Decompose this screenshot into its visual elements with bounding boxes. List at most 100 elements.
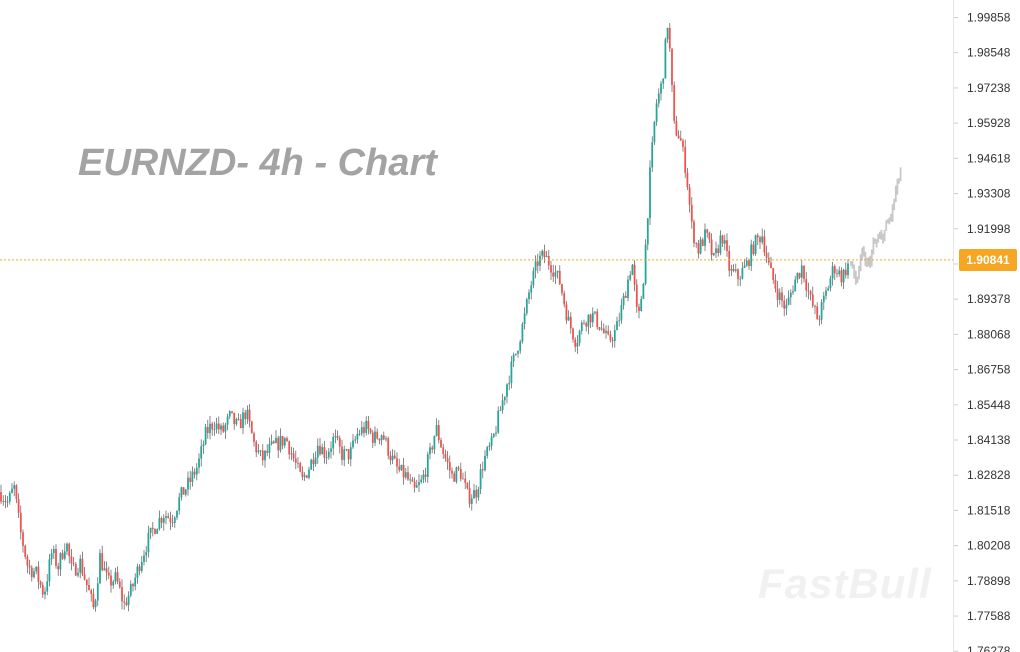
candle-body [77,572,79,576]
candle-body [486,447,489,456]
candle-body [602,328,605,333]
candle-body [178,497,181,511]
forecast-candle [875,239,878,248]
price-tick-label: 1.76278 [967,644,1011,652]
candle-body [154,529,156,534]
price-tick-label: 1.86758 [967,363,1011,377]
candle-body [807,290,810,292]
candle-body [710,239,713,256]
price-axis-border [953,0,954,652]
candle-body [558,270,561,285]
candle-body [704,229,706,246]
price-tick-label: 1.88068 [967,327,1011,341]
price-tick-label: 1.85448 [967,398,1011,412]
candle-body [668,27,671,49]
candle-body [464,478,467,483]
candle-body [468,488,471,504]
candle-body [715,248,717,254]
candle-body [46,581,49,592]
candle-body [92,593,95,608]
forecast-candle [893,198,896,211]
candle-body [343,449,346,460]
candle-body [774,279,777,289]
candle-body [521,324,524,342]
candle-body [721,235,724,244]
price-tick-label: 1.94618 [967,151,1011,165]
candle-body [165,516,167,518]
candle-body [4,501,7,503]
candle-body [37,566,40,582]
forecast-candle [872,237,875,255]
candle-body [536,261,539,266]
candle-body [528,292,530,300]
candle-body [191,471,194,482]
candle-body [378,438,381,441]
candle-body [156,529,159,534]
candle-body [686,172,689,188]
candle-body [61,553,64,559]
candle-body [215,423,218,430]
forecast-candle [858,265,860,280]
candle-body [789,292,792,298]
candle-body [583,322,585,324]
current-price-badge: 1.90841 [959,249,1017,271]
candle-body [325,457,328,459]
candle-body [792,291,794,293]
candle-body [545,255,548,258]
price-tick-label: 1.89378 [967,292,1011,306]
candle-body [609,334,612,341]
candle-body [354,439,357,441]
candle-body [187,477,189,490]
candle-body [74,563,77,576]
candle-body [407,472,409,480]
candle-body [646,218,649,245]
candle-body [723,240,726,244]
candle-body [677,135,680,139]
candle-body [435,425,438,436]
candle-body [437,425,440,441]
candle-body [189,477,192,482]
candle-body [585,323,588,327]
candle-body [411,479,414,482]
candle-body [332,437,335,449]
candle-body [283,438,286,446]
candle-body [244,412,247,420]
candle-body [85,579,88,585]
candle-body [123,601,126,603]
forecast-candle [859,254,862,272]
candle-body [352,440,354,448]
candle-body [706,229,709,233]
candle-body [811,294,814,306]
forecast-candle [874,238,876,244]
candle-body [754,235,757,254]
candle-body [176,510,178,518]
candle-body [442,447,445,454]
forecast-candle [861,247,864,261]
candle-body [741,267,744,279]
candle-body [237,419,240,420]
forecast-candle [888,217,891,225]
forecast-candle [898,178,900,184]
candle-body [752,244,755,254]
candle-body [206,426,209,434]
candle-body [41,584,44,595]
candle-body [572,328,574,340]
candle-body [30,567,33,578]
candle-body [70,556,73,564]
forecast-candle [891,204,894,222]
candle-body [836,273,838,275]
candle-body [121,587,123,602]
candle-body [281,436,284,446]
candle-body [255,441,258,453]
candle-body [35,566,38,572]
candle-body [116,572,119,582]
candle-body [737,269,739,280]
candle-body [319,445,321,455]
candle-body [400,464,403,471]
candle-body [341,446,343,460]
candle-body [143,555,145,562]
candle-body [404,472,407,478]
candle-body [217,423,220,430]
